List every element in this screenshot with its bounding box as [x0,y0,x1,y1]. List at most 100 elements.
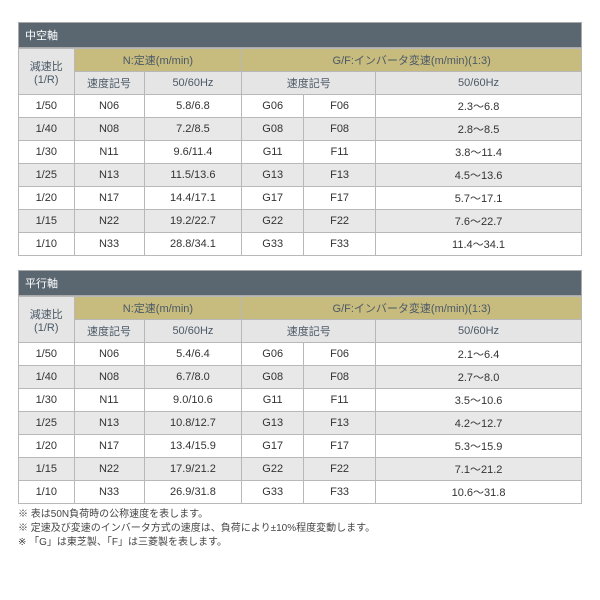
cell-n: N11 [74,141,144,164]
cell-r: 1/50 [19,95,75,118]
cell-nf: 14.4/17.1 [144,187,242,210]
cell-gf: 11.4～34.1 [376,233,582,256]
cell-gf: 2.3～6.8 [376,95,582,118]
cell-n: N13 [74,412,144,435]
cell-nf: 17.9/21.2 [144,458,242,481]
cell-f: F13 [304,164,376,187]
table-row: 1/30N119.6/11.4G11F113.8～11.4 [19,141,582,164]
col-n-code: 速度記号 [74,320,144,343]
cell-gf: 10.6～31.8 [376,481,582,504]
table-row: 1/20N1713.4/15.9G17F175.3～15.9 [19,435,582,458]
cell-f: F11 [304,389,376,412]
cell-r: 1/20 [19,187,75,210]
table-row: 1/25N1311.5/13.6G13F134.5～13.6 [19,164,582,187]
speed-table-parallel: 減速比 (1/R) N:定速(m/min) G/F:インバータ変速(m/min)… [18,296,582,504]
cell-gf: 5.7～17.1 [376,187,582,210]
note-line: ※ 表は50N負荷時の公称速度を表します。 [18,508,582,522]
cell-r: 1/40 [19,366,75,389]
cell-nf: 13.4/15.9 [144,435,242,458]
cell-n: N33 [74,481,144,504]
cell-r: 1/25 [19,412,75,435]
cell-gf: 2.7～8.0 [376,366,582,389]
cell-n: N22 [74,458,144,481]
col-ratio: 減速比 (1/R) [19,49,75,95]
section-title-parallel: 平行軸 [18,270,582,296]
cell-gf: 3.8～11.4 [376,141,582,164]
col-gf-freq: 50/60Hz [376,320,582,343]
cell-n: N22 [74,210,144,233]
cell-f: F17 [304,435,376,458]
cell-f: F08 [304,366,376,389]
cell-g: G13 [242,164,304,187]
cell-gf: 2.8～8.5 [376,118,582,141]
cell-n: N06 [74,343,144,366]
cell-nf: 19.2/22.7 [144,210,242,233]
table-row: 1/10N3326.9/31.8G33F3310.6～31.8 [19,481,582,504]
col-gf-code: 速度記号 [242,320,376,343]
cell-nf: 26.9/31.8 [144,481,242,504]
cell-n: N17 [74,187,144,210]
cell-n: N06 [74,95,144,118]
cell-g: G33 [242,481,304,504]
cell-f: F08 [304,118,376,141]
cell-f: F22 [304,458,376,481]
cell-g: G06 [242,95,304,118]
col-n-group: N:定速(m/min) [74,297,242,320]
col-n-freq: 50/60Hz [144,72,242,95]
table-row: 1/20N1714.4/17.1G17F175.7～17.1 [19,187,582,210]
col-n-group: N:定速(m/min) [74,49,242,72]
col-gf-freq: 50/60Hz [376,72,582,95]
note-line: ※ 「G」は東芝製、「F」は三菱製を表します。 [18,536,582,550]
cell-f: F13 [304,412,376,435]
cell-g: G13 [242,412,304,435]
cell-f: F33 [304,233,376,256]
cell-r: 1/20 [19,435,75,458]
table-row: 1/15N2219.2/22.7G22F227.6～22.7 [19,210,582,233]
cell-g: G06 [242,343,304,366]
cell-g: G33 [242,233,304,256]
cell-nf: 7.2/8.5 [144,118,242,141]
cell-nf: 6.7/8.0 [144,366,242,389]
cell-r: 1/30 [19,389,75,412]
cell-gf: 5.3～15.9 [376,435,582,458]
cell-f: F17 [304,187,376,210]
table-row: 1/50N065.4/6.4G06F062.1～6.4 [19,343,582,366]
cell-g: G17 [242,435,304,458]
cell-nf: 10.8/12.7 [144,412,242,435]
table-row: 1/10N3328.8/34.1G33F3311.4～34.1 [19,233,582,256]
cell-n: N13 [74,164,144,187]
cell-f: F11 [304,141,376,164]
cell-r: 1/10 [19,233,75,256]
cell-r: 1/40 [19,118,75,141]
table-row: 1/50N065.8/6.8G06F062.3～6.8 [19,95,582,118]
cell-g: G11 [242,141,304,164]
cell-n: N11 [74,389,144,412]
cell-g: G08 [242,118,304,141]
cell-nf: 5.4/6.4 [144,343,242,366]
cell-nf: 9.6/11.4 [144,141,242,164]
cell-n: N17 [74,435,144,458]
col-gf-group: G/F:インバータ変速(m/min)(1:3) [242,49,582,72]
cell-r: 1/30 [19,141,75,164]
cell-nf: 9.0/10.6 [144,389,242,412]
col-n-freq: 50/60Hz [144,320,242,343]
table-row: 1/40N087.2/8.5G08F082.8～8.5 [19,118,582,141]
cell-r: 1/10 [19,481,75,504]
cell-g: G08 [242,366,304,389]
cell-gf: 4.5～13.6 [376,164,582,187]
cell-r: 1/15 [19,458,75,481]
table-row: 1/25N1310.8/12.7G13F134.2～12.7 [19,412,582,435]
cell-nf: 11.5/13.6 [144,164,242,187]
cell-gf: 4.2～12.7 [376,412,582,435]
cell-n: N08 [74,118,144,141]
table-row: 1/30N119.0/10.6G11F113.5～10.6 [19,389,582,412]
cell-r: 1/50 [19,343,75,366]
note-line: ※ 定速及び変速のインバータ方式の速度は、負荷により±10%程度変動します。 [18,522,582,536]
cell-n: N33 [74,233,144,256]
cell-gf: 2.1～6.4 [376,343,582,366]
cell-g: G22 [242,210,304,233]
cell-r: 1/15 [19,210,75,233]
section-title-hollow: 中空軸 [18,22,582,48]
speed-table-hollow: 減速比 (1/R) N:定速(m/min) G/F:インバータ変速(m/min)… [18,48,582,256]
cell-nf: 28.8/34.1 [144,233,242,256]
